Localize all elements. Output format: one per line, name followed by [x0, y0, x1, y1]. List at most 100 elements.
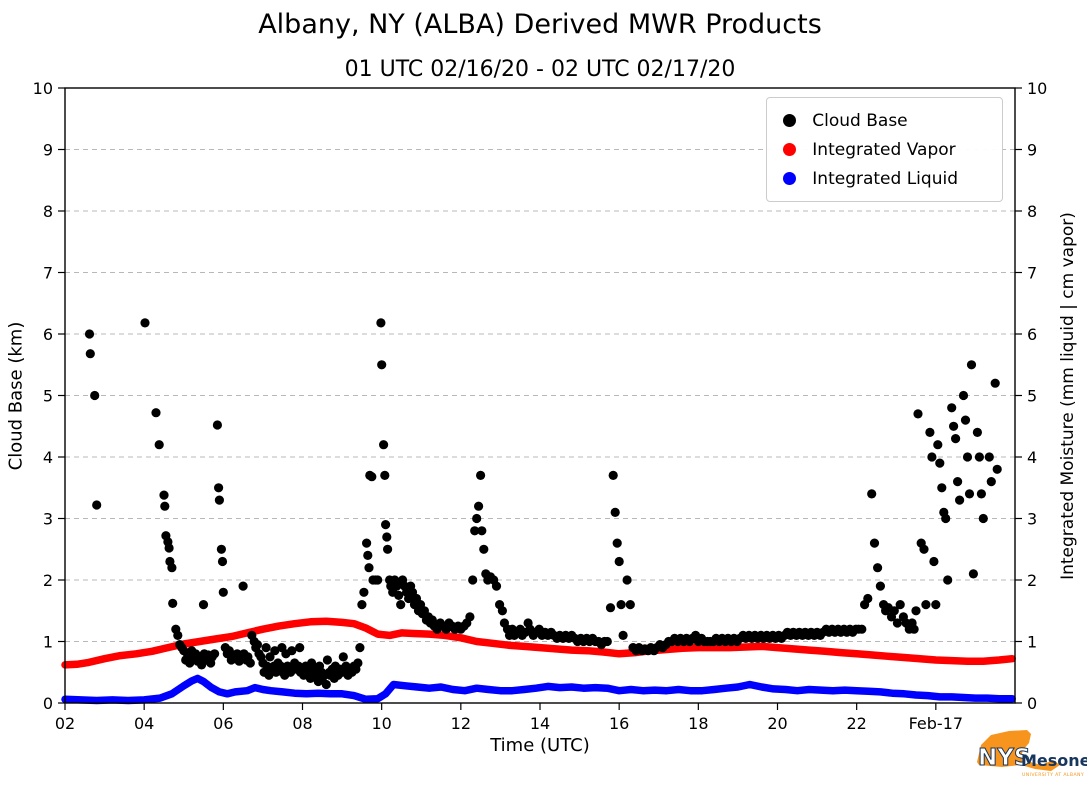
ny-state-outline [977, 730, 1060, 771]
scatter-point-cloud-base [614, 556, 624, 567]
scatter-point-cloud-base [972, 427, 983, 437]
logo-subtext: UNIVERSITY AT ALBANY [1022, 772, 1084, 778]
scatter-point-cloud-base [941, 513, 951, 524]
scatter-point-cloud-base [951, 434, 961, 444]
scatter-point-cloud-base [984, 452, 994, 462]
x-tick-label: 20 [767, 714, 787, 733]
scatter-point-cloud-base [167, 563, 177, 573]
scatter-point-cloud-base [857, 624, 867, 634]
scatter-point-cloud-base [364, 563, 374, 573]
y-tick-label-right: 3 [1027, 510, 1037, 529]
scatter-point-cloud-base [392, 581, 402, 591]
scatter-point-cloud-base [863, 593, 873, 604]
scatter-point-cloud-base [937, 483, 947, 493]
y-tick-label-left: 5 [43, 387, 53, 406]
y-tick-label-right: 2 [1027, 571, 1037, 590]
scatter-point-cloud-base [474, 501, 484, 511]
scatter-point-cloud-base [210, 649, 220, 659]
y-tick-label-left: 8 [43, 202, 53, 221]
scatter-point-cloud-base [265, 652, 275, 662]
scatter-point-cloud-base [238, 581, 248, 591]
scatter-point-cloud-base [921, 600, 931, 610]
scatter-point-cloud-base [610, 507, 620, 517]
scatter-point-cloud-base [159, 490, 169, 500]
scatter-point-cloud-base [911, 606, 921, 616]
scatter-point-cloud-base [966, 360, 977, 370]
scatter-point-cloud-base [947, 403, 957, 413]
y-tick-label-left: 9 [43, 141, 53, 160]
scatter-point-cloud-base [477, 526, 487, 536]
chart-subtitle: 01 UTC 02/16/20 - 02 UTC 02/17/20 [344, 57, 736, 82]
x-tick-label: 08 [292, 714, 312, 733]
scatter-point-cloud-base [379, 440, 389, 450]
scatter-point-cloud-base [287, 646, 297, 656]
scatter-point-cloud-base [168, 598, 178, 609]
scatter-point-cloud-base [955, 495, 965, 505]
y-tick-label-left: 1 [43, 633, 53, 652]
scatter-point-cloud-base [960, 415, 971, 425]
scatter-point-cloud-base [84, 329, 95, 339]
scatter-point-cloud-base [373, 575, 383, 585]
y-tick-label-right: 10 [1027, 79, 1047, 98]
x-tick-label: 12 [451, 714, 471, 733]
scatter-point-cloud-base [935, 458, 945, 468]
scatter-point-cloud-base [338, 652, 348, 662]
scatter-point-cloud-base [216, 544, 226, 554]
scatter-point-cloud-base [974, 452, 985, 462]
scatter-point-cloud-base [953, 477, 963, 487]
scatter-point-cloud-base [978, 513, 988, 524]
legend-label: Integrated Liquid [812, 168, 958, 189]
scatter-point-cloud-base [357, 600, 367, 610]
x-tick-label: 02 [55, 714, 75, 733]
scatter-point-cloud-base [160, 501, 170, 511]
y-tick-label-left: 3 [43, 510, 53, 529]
scatter-point-cloud-base [909, 624, 919, 634]
scatter-point-cloud-base [245, 658, 255, 668]
scatter-point-cloud-base [321, 679, 331, 690]
y-tick-label-right: 1 [1027, 633, 1037, 652]
legend-item-integrated-vapor: Integrated Vapor [783, 135, 958, 164]
scatter-point-cloud-base [173, 630, 183, 641]
scatter-point-cloud-base [198, 600, 209, 610]
x-tick-label: 22 [846, 714, 866, 733]
series-line-integrated-liquid [61, 674, 1016, 705]
scatter-point-cloud-base [140, 318, 150, 328]
scatter-point-cloud-base [625, 600, 635, 610]
y-tick-label-left: 0 [43, 694, 53, 713]
scatter-point-cloud-base [608, 470, 618, 480]
scatter-point-cloud-base [958, 390, 969, 401]
scatter-point-cloud-base [992, 464, 1002, 474]
scatter-point-cloud-base [468, 575, 478, 585]
scatter-point-cloud-base [497, 606, 507, 616]
legend: Cloud Base Integrated Vapor Integrated Liq… [766, 97, 1003, 202]
y-tick-label-right: 7 [1027, 264, 1037, 283]
scatter-point-cloud-base [307, 658, 317, 668]
scatter-point-cloud-base [465, 612, 475, 622]
scatter-point-cloud-base [367, 472, 377, 482]
scatter-point-cloud-base [479, 544, 489, 554]
scatter-point-cloud-base [986, 477, 996, 487]
x-tick-label: 10 [371, 714, 391, 733]
scatter-point-cloud-base [968, 569, 979, 579]
scatter-point-cloud-base [270, 646, 280, 656]
scatter-point-cloud-base [933, 440, 943, 450]
scatter-point-cloud-base [472, 513, 482, 524]
legend-marker [783, 172, 797, 185]
y-tick-label-left: 7 [43, 264, 53, 283]
y-tick-label-left: 6 [43, 325, 53, 344]
y-tick-label-left: 10 [33, 79, 53, 98]
series-line-integrated-vapor [61, 617, 1016, 669]
scatter-point-cloud-base [919, 544, 929, 554]
scatter-point-cloud-base [295, 643, 305, 653]
scatter-point-cloud-base [962, 452, 973, 462]
scatter-point-cloud-base [212, 420, 222, 430]
scatter-point-cloud-base [382, 532, 392, 542]
scatter-point-cloud-base [381, 520, 391, 530]
scatter-point-cloud-base [164, 543, 174, 553]
scatter-point-cloud-base [612, 538, 622, 548]
legend-label: Cloud Base [812, 110, 908, 131]
scatter-point-cloud-base [618, 630, 628, 641]
scatter-point-cloud-base [396, 600, 406, 610]
scatter-point-cloud-base [322, 655, 332, 665]
scatter-point-cloud-base [605, 603, 616, 613]
